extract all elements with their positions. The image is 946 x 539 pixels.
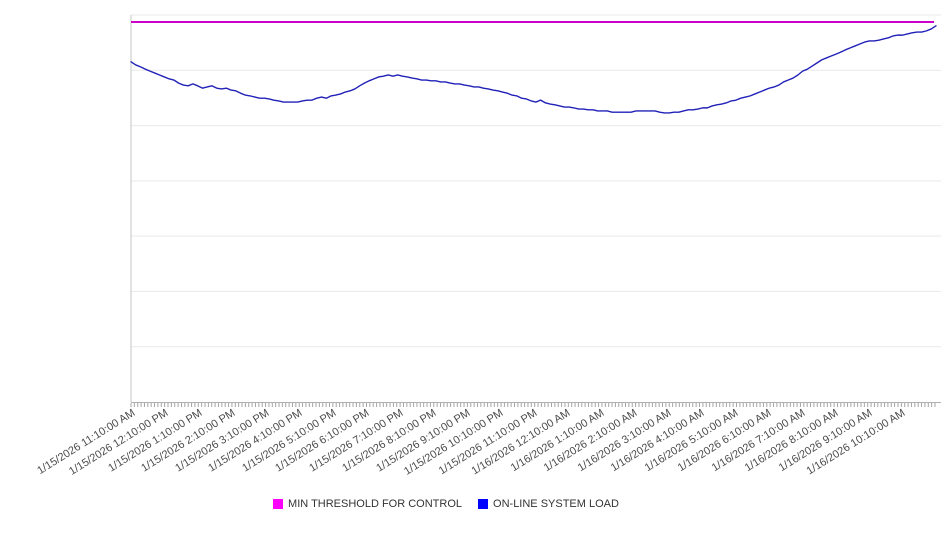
horizontal-gridlines — [131, 14, 941, 348]
legend-swatch-min-threshold-icon — [273, 499, 284, 509]
legend-item-system-load[interactable]: ON-LINE SYSTEM LOAD — [478, 498, 619, 510]
legend-swatch-system-load-icon — [478, 499, 489, 509]
chart-legend: MIN THRESHOLD FOR CONTROL ON-LINE SYSTEM… — [0, 498, 946, 510]
chart-container: 1/15/2026 11:10:00 AM 1/15/2026 12:10:00 … — [0, 0, 946, 526]
legend-label-min-threshold: MIN THRESHOLD FOR CONTROL — [288, 498, 463, 510]
legend-item-min-threshold[interactable]: MIN THRESHOLD FOR CONTROL — [273, 498, 462, 510]
load-series-line[interactable] — [130, 25, 937, 114]
legend-label-system-load: ON-LINE SYSTEM LOAD — [493, 498, 619, 510]
x-axis-minor-ticks — [130, 403, 936, 407]
chart-canvas[interactable] — [0, 0, 946, 526]
